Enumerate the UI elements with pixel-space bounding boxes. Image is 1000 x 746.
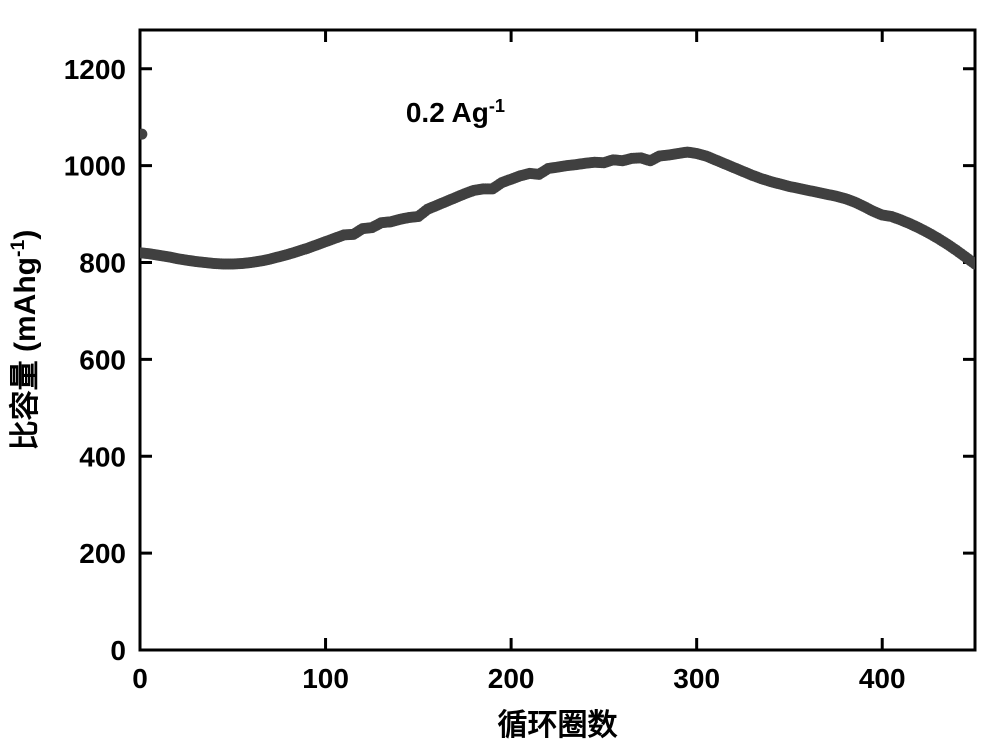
y-tick-label: 400 (79, 441, 126, 472)
y-tick-label: 1000 (64, 151, 126, 182)
x-tick-label: 400 (859, 663, 906, 694)
y-tick-label: 600 (79, 344, 126, 375)
x-tick-label: 100 (302, 663, 349, 694)
x-tick-label: 300 (673, 663, 720, 694)
capacity-cycle-chart: 0 100 200 300 400 0 200 400 600 800 1000 1200 循环圈数 比容… (0, 0, 1000, 746)
y-tick-label: 0 (110, 635, 126, 666)
chart-container: 0 100 200 300 400 0 200 400 600 800 1000 1200 循环圈数 比容… (0, 0, 1000, 746)
y-tick-label: 1200 (64, 54, 126, 85)
y-axis-label: 比容量 (mAhg-1) (7, 230, 42, 451)
x-tick-label: 200 (488, 663, 535, 694)
x-axis-label: 循环圈数 (498, 709, 619, 742)
x-tick-label: 0 (132, 663, 148, 694)
y-tick-label: 800 (79, 248, 126, 279)
y-tick-label: 200 (79, 538, 126, 569)
